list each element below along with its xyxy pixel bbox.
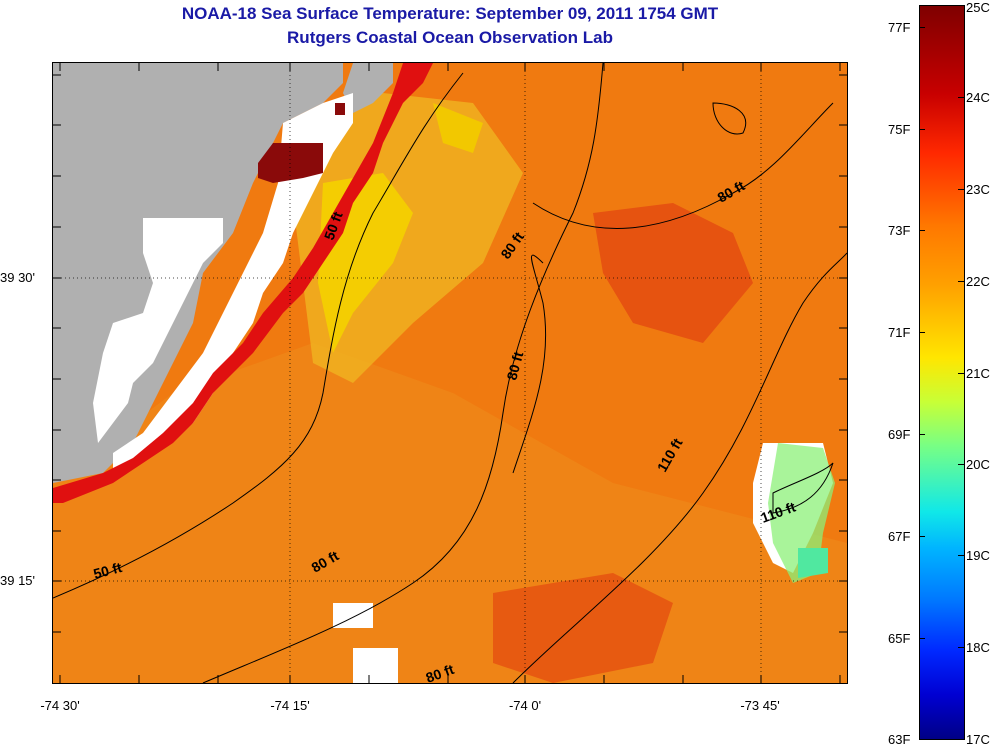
cb-f-75: 75F xyxy=(888,122,911,137)
warm-coastal-band xyxy=(53,63,433,503)
x-tick-74-15: -74 15' xyxy=(270,698,310,713)
x-tick-74-0: -74 0' xyxy=(508,698,542,713)
contour-110ft xyxy=(512,252,847,683)
cb-c-21: 21C xyxy=(966,366,990,381)
contour-50ft xyxy=(53,72,464,599)
y-tick-39-15: 39 15' xyxy=(0,573,36,588)
contour-80ft-west xyxy=(202,63,604,683)
cloud-mask-south-b xyxy=(353,648,398,683)
cloud-mask-west xyxy=(93,218,223,443)
cb-f-77: 77F xyxy=(888,20,911,35)
x-tick-74-30: -74 30' xyxy=(40,698,80,713)
cb-c-19: 19C xyxy=(966,548,990,563)
cb-c-25: 25C xyxy=(966,0,990,15)
contour-small-closed xyxy=(712,102,747,135)
cb-c-20: 20C xyxy=(966,457,990,472)
cool-yellow-north xyxy=(433,103,483,153)
graticule xyxy=(53,63,847,683)
cloud-mask-coast xyxy=(113,93,353,473)
cb-f-65: 65F xyxy=(888,631,911,646)
cb-c-18: 18C xyxy=(966,640,990,655)
contour-80ft-north xyxy=(532,102,834,229)
cb-f-67: 67F xyxy=(888,529,911,544)
y-tick-39-30: 39 30' xyxy=(0,270,36,285)
x-tick-73-45: -73 45' xyxy=(740,698,780,713)
warm-patch xyxy=(593,203,753,343)
sst-map-canvas: 50 ft 50 ft 80 ft 80 ft 80 ft 80 ft 80 f… xyxy=(53,63,847,683)
cb-f-71: 71F xyxy=(888,325,911,340)
temperature-colorbar xyxy=(919,5,965,740)
contour-label-50ft-south: 50 ft xyxy=(92,559,124,582)
cb-c-17: 17C xyxy=(966,732,990,747)
map-title: NOAA-18 Sea Surface Temperature: Septemb… xyxy=(181,4,719,23)
cb-f-69: 69F xyxy=(888,427,911,442)
map-tick-marks xyxy=(53,63,847,683)
cb-c-23: 23C xyxy=(966,182,990,197)
map-subtitle: Rutgers Coastal Ocean Observation Lab xyxy=(287,28,613,47)
sst-map: 50 ft 50 ft 80 ft 80 ft 80 ft 80 ft 80 f… xyxy=(52,62,848,684)
cool-cyan-patch xyxy=(798,548,828,578)
max-temp-pixel xyxy=(335,103,345,115)
cb-c-22: 22C xyxy=(966,274,990,289)
bathymetry-contours xyxy=(53,63,847,683)
contour-110ft-closed xyxy=(772,462,834,514)
contour-80ft-inner xyxy=(512,254,547,474)
contour-label-80ft-inner: 80 ft xyxy=(503,350,526,382)
land-north xyxy=(343,63,393,113)
cb-f-73: 73F xyxy=(888,223,911,238)
cb-c-24: 24C xyxy=(966,90,990,105)
cb-f-63: 63F xyxy=(888,732,911,747)
warm-patch-south xyxy=(493,573,673,683)
